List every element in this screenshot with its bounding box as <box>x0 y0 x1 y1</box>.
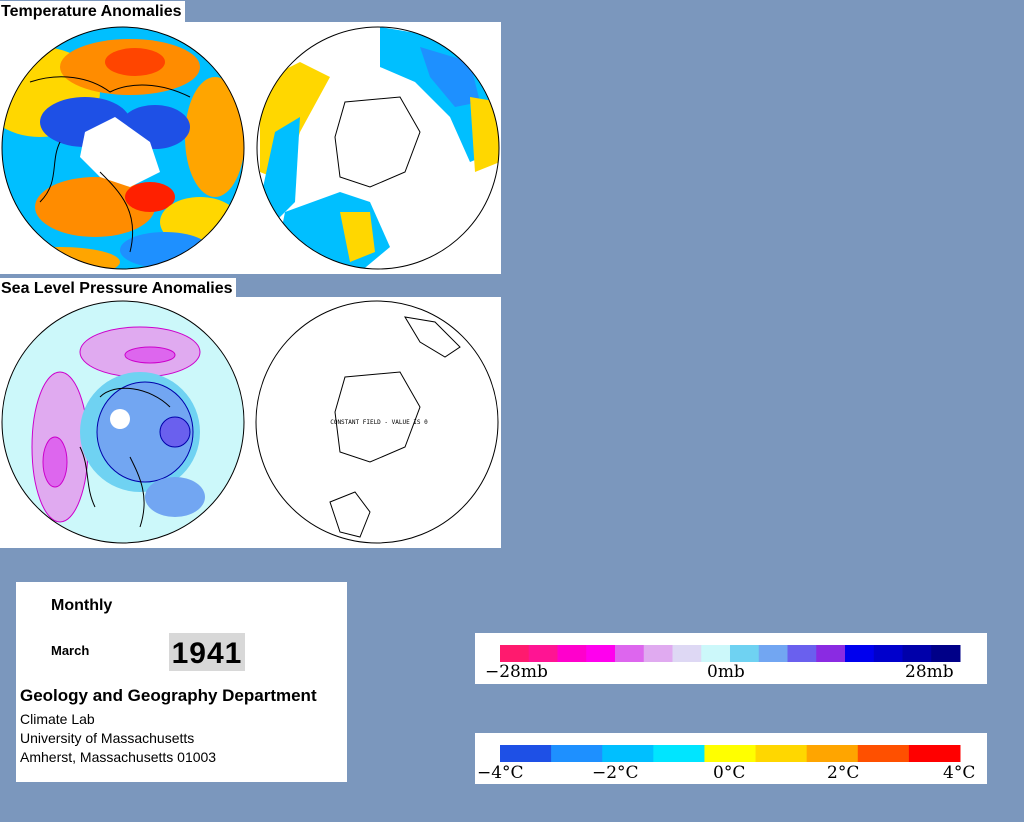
pressure-south-hemisphere-map: CONSTANT FIELD - VALUE IS 0 <box>255 300 499 544</box>
colorbar-swatch <box>500 745 552 762</box>
temperature-legend-label-2: −2°C <box>592 763 639 783</box>
temperature-colorbar <box>500 745 961 762</box>
temperature-legend-label-1: −4°C <box>477 763 524 783</box>
colorbar-swatch <box>730 645 760 662</box>
lab-name: Climate Lab <box>20 711 95 727</box>
colorbar-swatch <box>902 645 932 662</box>
pressure-map-panel: CONSTANT FIELD - VALUE IS 0 <box>0 297 501 548</box>
colorbar-swatch <box>806 745 859 762</box>
temperature-legend-label-5: 4°C <box>943 763 975 783</box>
temperature-south-hemisphere-map <box>257 27 499 269</box>
colorbar-swatch <box>701 645 731 662</box>
info-box: Monthly March 1941 Geology and Geography… <box>16 582 347 782</box>
colorbar-swatch <box>643 645 673 662</box>
pressure-legend-max: 28mb <box>905 662 954 682</box>
pressure-legend: −28mb 0mb 28mb <box>475 633 987 684</box>
colorbar-swatch <box>857 745 910 762</box>
colorbar-swatch <box>755 745 808 762</box>
pressure-colorbar <box>500 645 961 662</box>
colorbar-swatch <box>908 745 961 762</box>
pressure-legend-min: −28mb <box>485 662 548 682</box>
colorbar-swatch <box>615 645 645 662</box>
colorbar-swatch <box>602 745 654 762</box>
colorbar-swatch <box>845 645 875 662</box>
colorbar-swatch <box>787 645 817 662</box>
period-label: Monthly <box>51 597 113 614</box>
colorbar-swatch <box>653 745 705 762</box>
temperature-north-hemisphere-map <box>2 27 244 269</box>
temperature-legend-label-4: 2°C <box>827 763 859 783</box>
month-label: March <box>51 643 90 658</box>
colorbar-swatch <box>758 645 788 662</box>
year-display: 1941 <box>169 633 245 671</box>
colorbar-swatch <box>500 645 530 662</box>
constant-field-label: CONSTANT FIELD - VALUE IS 0 <box>330 419 428 426</box>
department-name: Geology and Geography Department <box>20 686 317 705</box>
temperature-legend-label-3: 0°C <box>713 763 745 783</box>
pressure-title: Sea Level Pressure Anomalies <box>0 278 236 299</box>
temperature-legend: −4°C −2°C 0°C 2°C 4°C <box>475 733 987 784</box>
temperature-map-panel <box>0 22 501 274</box>
colorbar-swatch <box>528 645 558 662</box>
pressure-north-hemisphere-map <box>2 301 244 543</box>
temperature-title: Temperature Anomalies <box>0 1 185 22</box>
address: Amherst, Massachusetts 01003 <box>20 749 217 765</box>
colorbar-swatch <box>672 645 702 662</box>
colorbar-swatch <box>557 645 587 662</box>
colorbar-swatch <box>704 745 757 762</box>
pressure-legend-mid: 0mb <box>707 662 745 682</box>
colorbar-swatch <box>586 645 616 662</box>
colorbar-swatch <box>816 645 846 662</box>
university-name: University of Massachusetts <box>20 730 195 746</box>
colorbar-swatch <box>551 745 603 762</box>
colorbar-swatch <box>873 645 903 662</box>
colorbar-swatch <box>931 645 961 662</box>
